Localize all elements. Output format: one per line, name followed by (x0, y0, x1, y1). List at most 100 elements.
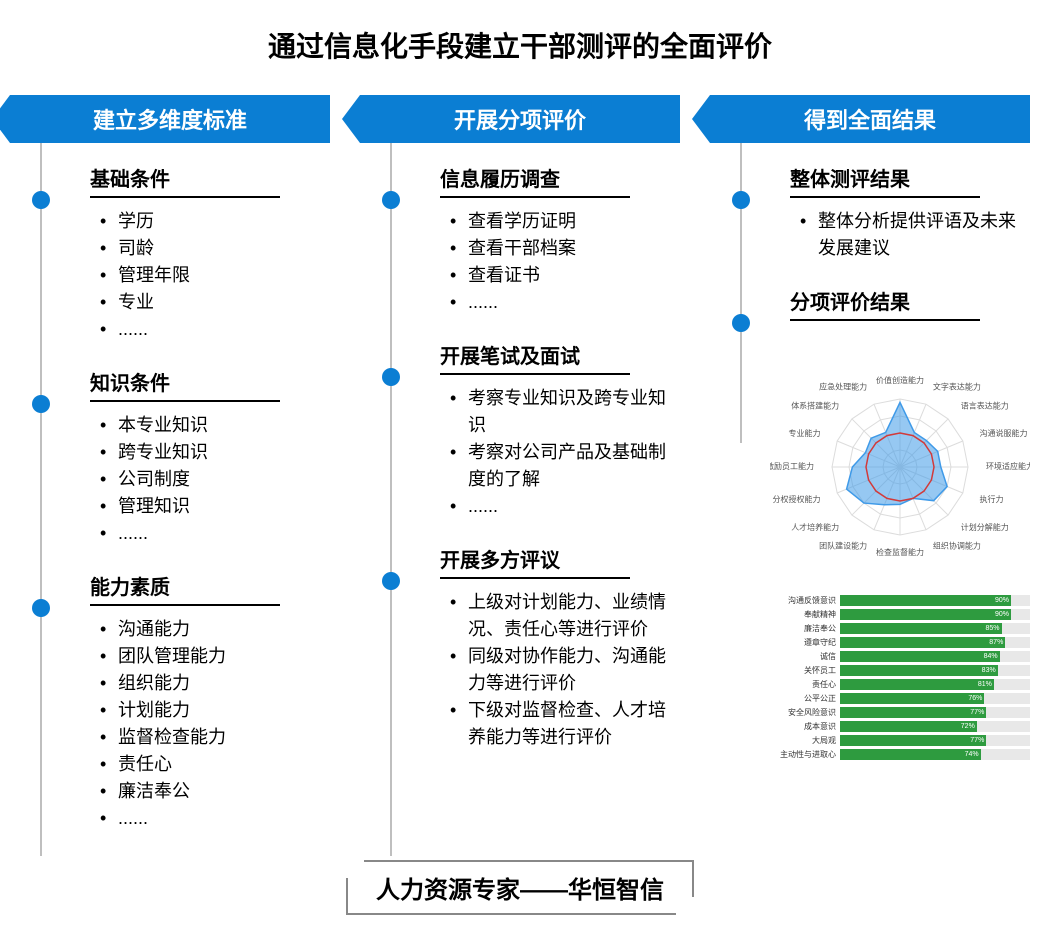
timeline-dot (382, 368, 400, 386)
banner-evaluation: 开展分项评价 (360, 95, 680, 143)
banner-standards: 建立多维度标准 (10, 95, 330, 143)
footer-box: 人力资源专家——华恒智信 (346, 860, 694, 915)
bar-label: 公平公正 (770, 693, 840, 704)
svg-text:团队建设能力: 团队建设能力 (819, 541, 867, 551)
bar-fill: 90% (840, 609, 1011, 620)
bar-fill: 90% (840, 595, 1011, 606)
bar-track: 77% (840, 735, 1030, 746)
list-item: ...... (100, 316, 330, 343)
svg-text:分权授权能力: 分权授权能力 (773, 494, 821, 504)
list-item: 查看学历证明 (450, 208, 680, 235)
bar-value: 81% (978, 679, 992, 690)
bar-track: 84% (840, 651, 1030, 662)
timeline-dot (732, 191, 750, 209)
list-item: 查看证书 (450, 262, 680, 289)
section-list: 上级对计划能力、业绩情况、责任心等进行评价同级对协作能力、沟通能力等进行评价下级… (440, 589, 680, 751)
bar-label: 大局观 (770, 735, 840, 746)
bar-value: 90% (995, 609, 1009, 620)
bar-row: 奉献精神 90% (770, 609, 1030, 620)
timeline-dot (32, 395, 50, 413)
bar-row: 公平公正 76% (770, 693, 1030, 704)
bar-label: 奉献精神 (770, 609, 840, 620)
section: 分项评价结果 (710, 286, 1030, 331)
bar-value: 76% (968, 693, 982, 704)
charts-area: 价值创造能力文字表达能力语言表达能力沟通说服能力环境适应能力执行力计划分解能力组… (710, 355, 1030, 760)
list-item: ...... (450, 289, 680, 316)
svg-text:体系搭建能力: 体系搭建能力 (791, 400, 839, 410)
bar-label: 遵章守纪 (770, 637, 840, 648)
list-item: 考察对公司产品及基础制度的了解 (450, 439, 680, 493)
bar-row: 主动性与进取心74% (770, 749, 1030, 760)
bar-label: 沟通反馈意识 (770, 595, 840, 606)
svg-text:人才培养能力: 人才培养能力 (791, 522, 839, 532)
section-list: 整体分析提供评语及未来发展建议 (790, 208, 1030, 262)
bar-track: 74% (840, 749, 1030, 760)
list-item: 管理年限 (100, 262, 330, 289)
svg-text:价值创造能力: 价值创造能力 (876, 375, 924, 385)
section-title: 开展笔试及面试 (440, 340, 630, 375)
bar-value: 72% (961, 721, 975, 732)
svg-text:组织协调能力: 组织协调能力 (933, 541, 981, 551)
timeline-dot (382, 191, 400, 209)
bar-label: 安全风险意识 (770, 707, 840, 718)
timeline-dot (32, 599, 50, 617)
list-item: 廉洁奉公 (100, 778, 330, 805)
svg-text:文字表达能力: 文字表达能力 (933, 382, 981, 392)
list-item: 计划能力 (100, 697, 330, 724)
list-item: 同级对协作能力、沟通能力等进行评价 (450, 643, 680, 697)
radar-chart: 价值创造能力文字表达能力语言表达能力沟通说服能力环境适应能力执行力计划分解能力组… (770, 355, 1030, 575)
columns-container: 建立多维度标准 基础条件学历司龄管理年限专业...... 知识条件本专业知识跨专业… (0, 95, 1040, 856)
bar-value: 77% (970, 735, 984, 746)
bar-label: 主动性与进取心 (770, 749, 840, 760)
section: 知识条件本专业知识跨专业知识公司制度管理知识...... (10, 367, 330, 547)
list-item: 整体分析提供评语及未来发展建议 (800, 208, 1030, 262)
bar-fill: 77% (840, 707, 986, 718)
bar-row: 廉洁奉公 85% (770, 623, 1030, 634)
list-item: 责任心 (100, 751, 330, 778)
bar-value: 87% (989, 637, 1003, 648)
bar-track: 90% (840, 609, 1030, 620)
list-item: 组织能力 (100, 670, 330, 697)
svg-text:环境适应能力: 环境适应能力 (986, 461, 1030, 471)
bar-track: 77% (840, 707, 1030, 718)
bar-track: 76% (840, 693, 1030, 704)
bar-row: 关怀员工83% (770, 665, 1030, 676)
svg-text:应急处理能力: 应急处理能力 (819, 382, 867, 392)
list-item: 上级对计划能力、业绩情况、责任心等进行评价 (450, 589, 680, 643)
section: 开展笔试及面试考察专业知识及跨专业知识考察对公司产品及基础制度的了解...... (360, 340, 680, 520)
bar-value: 90% (995, 595, 1009, 606)
bar-track: 90% (840, 595, 1030, 606)
bar-fill: 76% (840, 693, 984, 704)
section-list: 学历司龄管理年限专业...... (90, 208, 330, 343)
section: 开展多方评议上级对计划能力、业绩情况、责任心等进行评价同级对协作能力、沟通能力等… (360, 544, 680, 751)
list-item: 团队管理能力 (100, 643, 330, 670)
list-item: 监督检查能力 (100, 724, 330, 751)
bar-value: 77% (970, 707, 984, 718)
list-item: 公司制度 (100, 466, 330, 493)
bar-label: 诚信 (770, 651, 840, 662)
list-item: 学历 (100, 208, 330, 235)
bar-row: 责任心 81% (770, 679, 1030, 690)
section: 信息履历调查查看学历证明查看干部档案查看证书...... (360, 163, 680, 316)
section-title: 能力素质 (90, 571, 280, 606)
list-item: 本专业知识 (100, 412, 330, 439)
list-item: 专业 (100, 289, 330, 316)
bar-label: 廉洁奉公 (770, 623, 840, 634)
svg-text:执行力: 执行力 (979, 494, 1003, 504)
section-title: 分项评价结果 (790, 286, 980, 321)
list-item: 跨专业知识 (100, 439, 330, 466)
bar-track: 72% (840, 721, 1030, 732)
bar-fill: 77% (840, 735, 986, 746)
section-list: 查看学历证明查看干部档案查看证书...... (440, 208, 680, 316)
bar-fill: 83% (840, 665, 998, 676)
section-title: 基础条件 (90, 163, 280, 198)
bar-track: 85% (840, 623, 1030, 634)
bar-label: 责任心 (770, 679, 840, 690)
section-list: 沟通能力团队管理能力组织能力计划能力监督检查能力责任心廉洁奉公...... (90, 616, 330, 832)
bar-value: 85% (985, 623, 999, 634)
svg-text:计划分解能力: 计划分解能力 (961, 522, 1009, 532)
section: 基础条件学历司龄管理年限专业...... (10, 163, 330, 343)
bar-fill: 72% (840, 721, 977, 732)
bar-chart: 沟通反馈意识 90% 奉献精神 90% 廉洁奉公 85% 遵章守纪 87% 诚信84% 关怀员工8… (770, 595, 1030, 760)
section-title: 知识条件 (90, 367, 280, 402)
